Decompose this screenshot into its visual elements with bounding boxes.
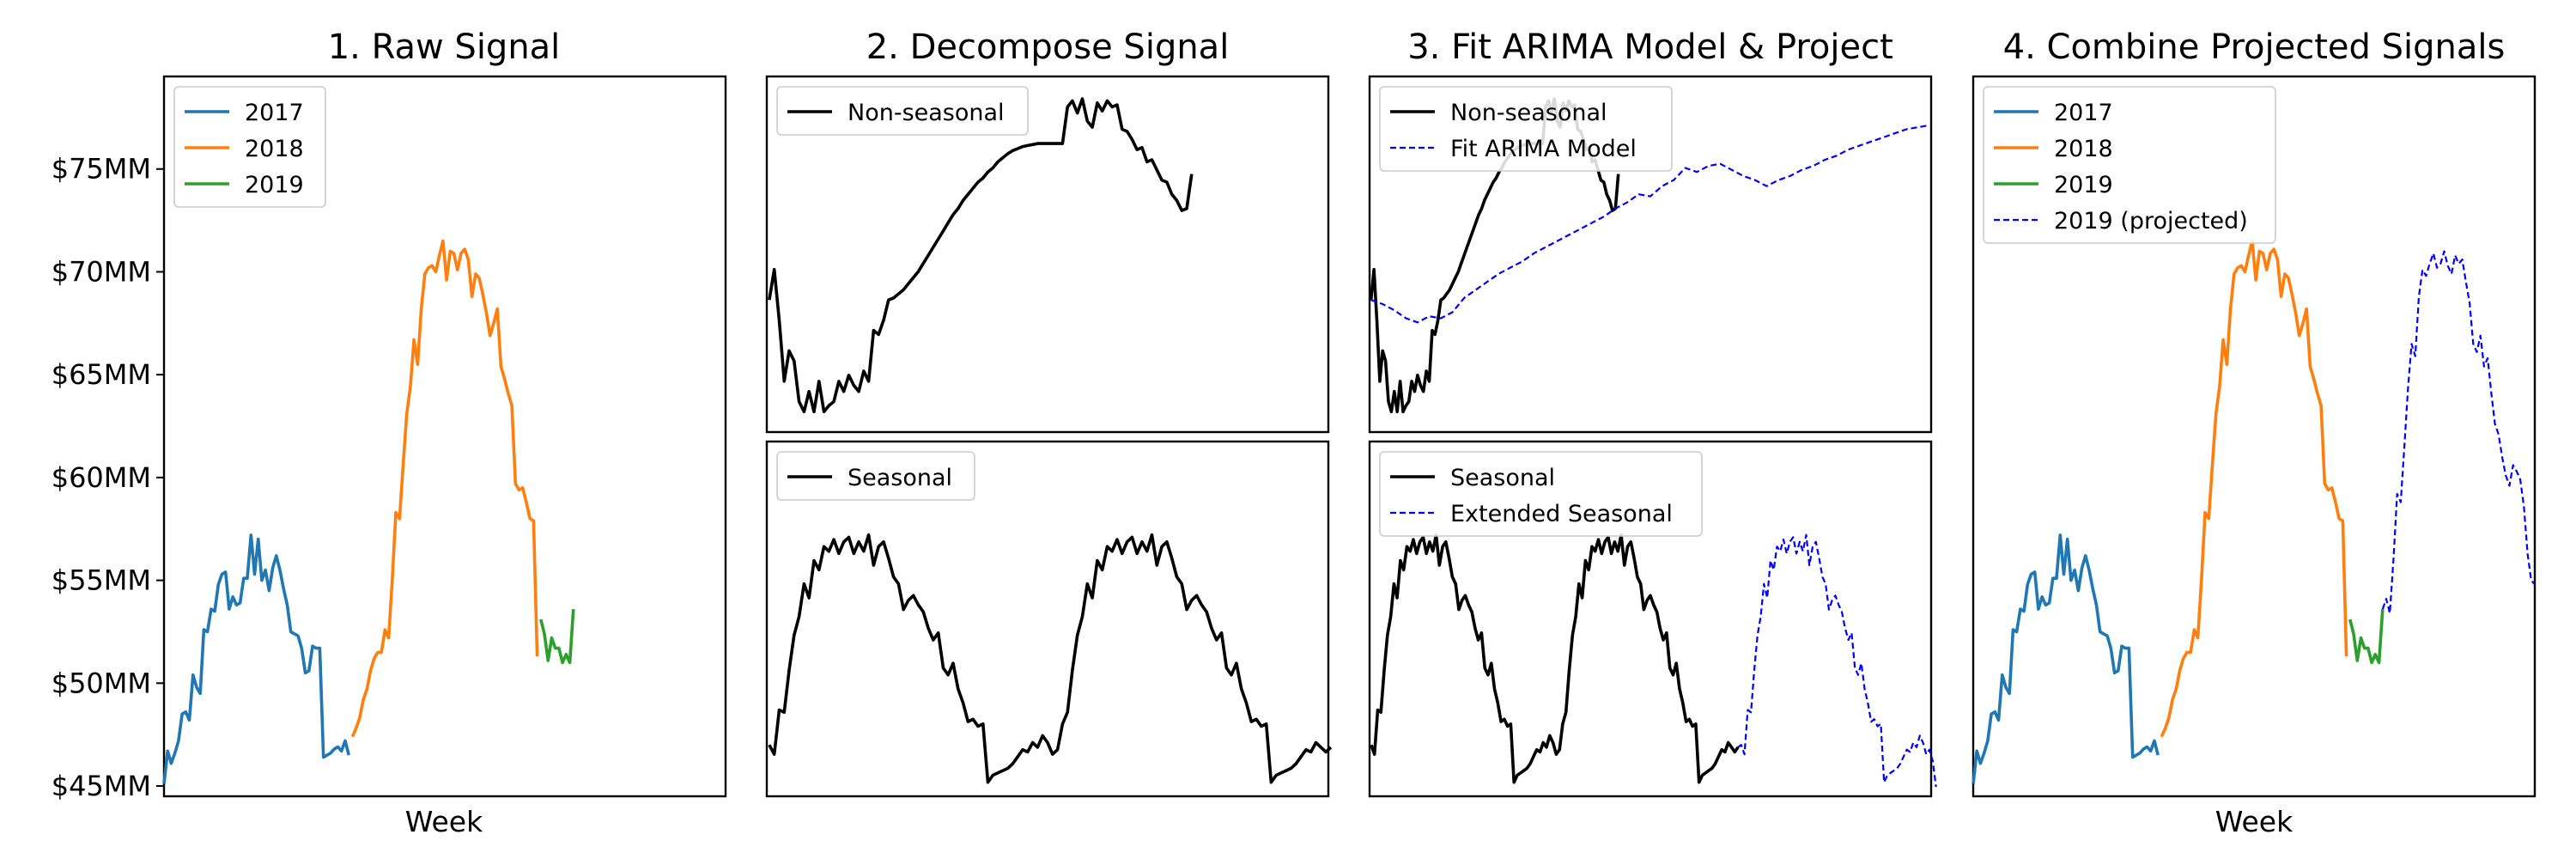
- panel2-title: 2. Decompose Signal: [866, 27, 1230, 67]
- panel4-legend-box: [1983, 86, 2276, 244]
- panel4-line-2019: [2348, 608, 2385, 665]
- panel2-bottom-axes: [765, 440, 1330, 798]
- panel4-title: 4. Combine Projected Signals: [2003, 27, 2506, 67]
- y-tick-label: $75MM: [52, 153, 151, 186]
- y-tick-label: $70MM: [52, 255, 151, 288]
- legend-label: Extended Seasonal: [1450, 501, 1673, 527]
- panel3-top-legend-box: [1379, 86, 1673, 172]
- legend-label: Fit ARIMA Model: [1450, 136, 1637, 162]
- legend-label: Non-seasonal: [1450, 100, 1607, 126]
- panel4-x-axis-label: Week: [2215, 805, 2293, 838]
- panel1-line-2019: [539, 608, 575, 665]
- panel4-line-2018: [2160, 239, 2348, 738]
- panel3-title: 3. Fit ARIMA Model & Project: [1407, 27, 1893, 67]
- legend-label: Non-seasonal: [848, 100, 1005, 126]
- panel2-bottom-legend: Seasonal: [776, 451, 975, 501]
- panel2-nonseasonal-line: [768, 97, 1194, 414]
- panel4-legend: 2017 2018 2019 2019 (projected): [1983, 86, 2276, 244]
- panel3-bottom-axes: [1368, 440, 1933, 798]
- legend-label: 2018: [2054, 136, 2113, 162]
- panel2-bottom-legend-box: [776, 451, 975, 501]
- panel1-axes: [162, 75, 727, 798]
- panel3-top-axes: [1368, 75, 1933, 434]
- panel2-top-axes: [765, 75, 1330, 434]
- y-tick-label: $45MM: [52, 770, 151, 802]
- panel1-line-2018: [350, 239, 539, 738]
- panel1-title: 1. Raw Signal: [328, 27, 561, 67]
- legend-label: Seasonal: [1450, 465, 1555, 491]
- panel1-x-axis-label: Week: [405, 805, 483, 838]
- legend-label: 2019 (projected): [2054, 208, 2248, 235]
- y-axis-ticks: $45MM $50MM $55MM $60MM $65MM $70MM $75MM: [52, 153, 164, 802]
- panel2-seasonal-line: [768, 533, 1333, 784]
- y-tick-label: $55MM: [52, 564, 151, 597]
- panel1-line-2017: [162, 533, 350, 784]
- panel3-bottom-legend-box: [1379, 451, 1703, 537]
- panel3-top-legend: Non-seasonal Fit ARIMA Model: [1379, 86, 1673, 172]
- legend-label: 2017: [245, 100, 304, 126]
- legend-label: 2017: [2054, 100, 2113, 126]
- panel4-axes: [1971, 75, 2537, 798]
- y-tick-label: $50MM: [52, 667, 151, 699]
- legend-label: 2019: [2054, 172, 2113, 198]
- panel4-line-2019-projected-: [2381, 250, 2536, 614]
- panel4-line-2017: [1971, 533, 2160, 784]
- panel2-top-legend-box: [776, 86, 1029, 136]
- panel1-legend: 2017 2018 2019: [173, 86, 326, 208]
- legends: 2017 2018 2019 Non-seasonal Seasonal Non-seas…: [173, 86, 2276, 537]
- panel3-seasonal-line: [1370, 533, 1740, 784]
- legend-label: 2019: [245, 172, 304, 198]
- panel1-legend-box: [173, 86, 326, 208]
- panel3-bottom-legend: Seasonal Extended Seasonal: [1379, 451, 1703, 537]
- y-tick-label: $65MM: [52, 358, 151, 391]
- panel3-extended-seasonal-line: [1737, 533, 1937, 788]
- y-tick-label: $60MM: [52, 461, 151, 494]
- legend-label: 2018: [245, 136, 304, 162]
- panel2-top-legend: Non-seasonal: [776, 86, 1029, 136]
- legend-label: Seasonal: [848, 465, 952, 491]
- panel3-arima-fit-line: [1370, 124, 1930, 324]
